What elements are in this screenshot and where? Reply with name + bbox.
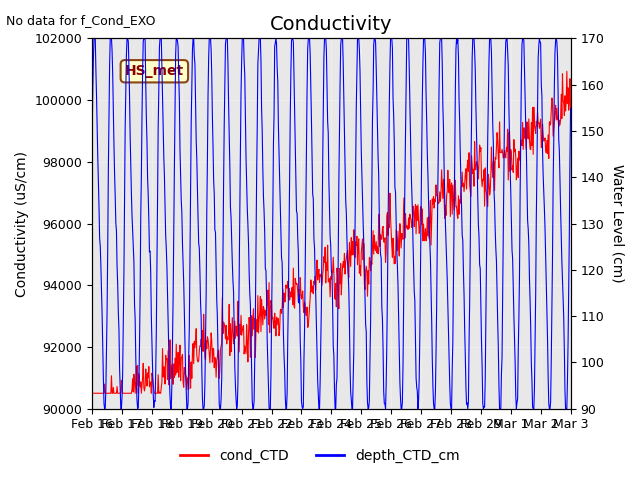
Text: No data for f_Cond_EXO: No data for f_Cond_EXO <box>6 14 156 27</box>
Y-axis label: Water Level (cm): Water Level (cm) <box>611 164 625 283</box>
Y-axis label: Conductivity (uS/cm): Conductivity (uS/cm) <box>15 151 29 297</box>
Title: Conductivity: Conductivity <box>270 15 392 34</box>
Legend: cond_CTD, depth_CTD_cm: cond_CTD, depth_CTD_cm <box>175 443 465 468</box>
Text: HS_met: HS_met <box>125 64 184 78</box>
